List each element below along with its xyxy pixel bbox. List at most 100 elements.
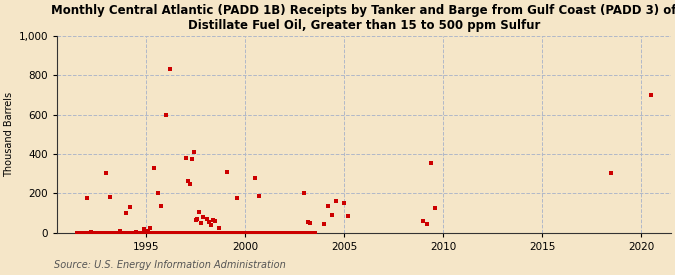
Point [183,230,194,235]
Point [236,230,246,235]
Point [188,230,199,235]
Point [235,230,246,235]
Point [78,230,89,235]
Point [306,230,317,235]
Point [242,230,252,235]
Point [104,230,115,235]
Point [178,230,189,235]
Point [75,230,86,235]
Point [237,230,248,235]
Point [222,230,233,235]
Point [87,230,98,235]
Point [184,230,195,235]
Point [232,196,242,200]
Point [159,230,169,235]
Point [186,230,197,235]
Point [186,157,197,161]
Point [606,170,617,175]
Point [128,230,138,235]
Point [102,230,113,235]
Point [252,230,263,235]
Point [164,230,175,235]
Point [170,230,181,235]
Point [193,230,204,235]
Point [271,230,282,235]
Point [216,230,227,235]
Point [430,206,441,210]
Point [182,230,193,235]
Point [81,230,92,235]
Point [234,230,244,235]
Point [292,230,303,235]
Point [274,230,285,235]
Point [138,230,149,235]
Point [85,230,96,235]
Point [277,230,288,235]
Point [89,230,100,235]
Point [273,230,284,235]
Point [422,222,433,226]
Point [127,230,138,235]
Point [126,230,136,235]
Point [74,230,84,235]
Point [261,230,271,235]
Point [244,230,255,235]
Point [161,230,172,235]
Point [148,230,159,235]
Point [310,230,321,235]
Point [291,230,302,235]
Point [106,230,117,235]
Point [254,194,265,199]
Point [205,230,216,235]
Point [229,230,240,235]
Point [115,229,126,233]
Point [142,230,153,235]
Point [86,230,97,235]
Point [146,230,157,235]
Point [212,230,223,235]
Point [134,230,145,235]
Point [100,230,111,235]
Point [230,230,240,235]
Point [284,230,294,235]
Point [219,230,230,235]
Point [303,230,314,235]
Point [299,230,310,235]
Point [265,230,276,235]
Point [319,222,329,226]
Point [125,230,136,235]
Point [279,230,290,235]
Point [138,230,148,235]
Point [285,230,296,235]
Point [254,230,265,235]
Point [252,230,263,235]
Point [304,230,315,235]
Point [207,230,218,235]
Point [153,230,163,235]
Point [233,230,244,235]
Point [206,230,217,235]
Point [94,230,105,235]
Point [79,230,90,235]
Point [201,230,212,235]
Point [645,93,656,97]
Point [218,230,229,235]
Point [199,230,210,235]
Point [83,230,94,235]
Point [297,230,308,235]
Point [169,230,180,235]
Point [281,230,292,235]
Point [179,230,190,235]
Point [255,230,266,235]
Point [171,230,182,235]
Point [256,230,267,235]
Point [167,230,178,235]
Point [212,230,223,235]
Point [194,210,205,214]
Point [216,230,227,235]
Point [122,230,132,235]
Point [286,230,297,235]
Point [293,230,304,235]
Point [163,230,173,235]
Point [182,179,193,184]
